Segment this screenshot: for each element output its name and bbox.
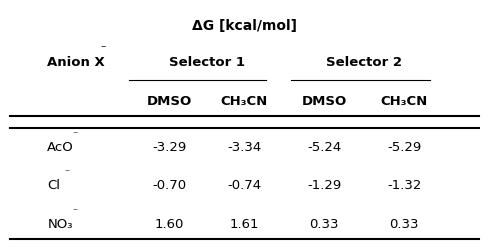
Text: -3.29: -3.29 [152, 140, 186, 153]
Text: -0.70: -0.70 [152, 178, 186, 192]
Text: CH₃CN: CH₃CN [380, 94, 427, 108]
Text: ⁻: ⁻ [64, 168, 69, 178]
Text: AcO: AcO [47, 140, 74, 153]
Text: CH₃CN: CH₃CN [221, 94, 267, 108]
Text: ⁻: ⁻ [100, 44, 105, 54]
Text: -1.29: -1.29 [306, 178, 341, 192]
Text: DMSO: DMSO [146, 94, 192, 108]
Text: 0.33: 0.33 [388, 217, 418, 230]
Text: -5.24: -5.24 [306, 140, 341, 153]
Text: NO₃: NO₃ [47, 217, 73, 230]
Text: DMSO: DMSO [301, 94, 346, 108]
Text: Anion X: Anion X [47, 56, 105, 69]
Text: Selector 2: Selector 2 [325, 56, 402, 69]
Text: ⁻: ⁻ [73, 130, 78, 140]
Text: -3.34: -3.34 [227, 140, 261, 153]
Text: ΔG [kcal/mol]: ΔG [kcal/mol] [192, 20, 296, 33]
Text: -5.29: -5.29 [386, 140, 420, 153]
Text: 1.61: 1.61 [229, 217, 259, 230]
Text: -1.32: -1.32 [386, 178, 421, 192]
Text: Cl: Cl [47, 178, 60, 192]
Text: 1.60: 1.60 [154, 217, 183, 230]
Text: -0.74: -0.74 [227, 178, 261, 192]
Text: 0.33: 0.33 [309, 217, 338, 230]
Text: ⁻: ⁻ [73, 206, 78, 216]
Text: Selector 1: Selector 1 [168, 56, 244, 69]
